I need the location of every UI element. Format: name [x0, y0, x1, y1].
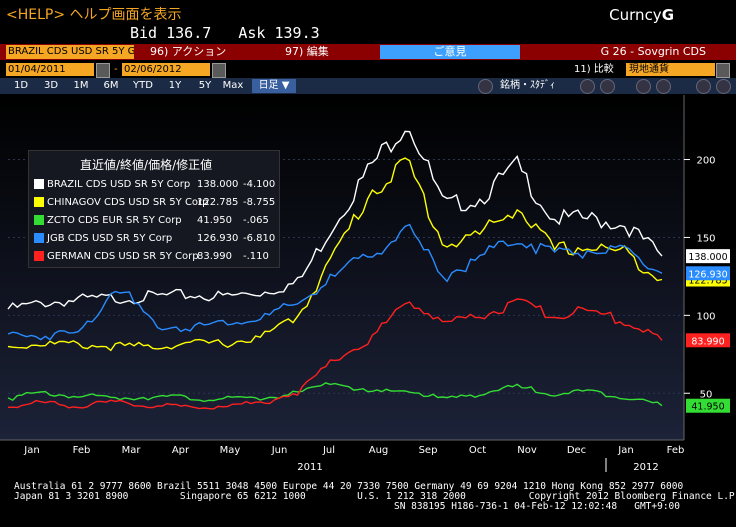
y-tick-label: 50 — [700, 389, 713, 400]
period-1y[interactable]: 1Y — [168, 80, 182, 91]
annotation-icon[interactable] — [636, 79, 651, 94]
help-key[interactable]: <HELP> — [6, 7, 66, 23]
y-tick-label: 200 — [696, 156, 715, 167]
help-link[interactable]: <HELP> ヘルプ画面を表示 — [6, 4, 182, 24]
product-label: CurncyG — [609, 6, 674, 24]
ticker-field[interactable]: BRAZIL CDS USD SR 5Y G — [6, 45, 134, 59]
help-icon[interactable] — [696, 79, 711, 94]
legend-swatch — [34, 197, 44, 207]
zoom-icon[interactable] — [478, 79, 493, 94]
start-calendar-icon[interactable] — [96, 63, 110, 78]
period-6m[interactable]: 6M — [103, 80, 119, 91]
period-max[interactable]: Max — [222, 80, 244, 91]
chart-type-icon[interactable] — [600, 79, 615, 94]
x-tick-label: Mar — [122, 445, 142, 456]
options-icon[interactable] — [580, 79, 595, 94]
currency-dropdown-icon[interactable] — [716, 63, 730, 78]
last-value-label: 126.930 — [688, 269, 727, 280]
last-value-tag — [686, 398, 730, 413]
legend-row-zcto[interactable]: ZCTO CDS EUR SR 5Y Corp 41.950 -.065 — [34, 214, 269, 227]
series-line — [7, 157, 663, 352]
bid-label: Bid — [130, 24, 158, 42]
footer-contacts: Australia 61 2 9777 8600 Brazil 5511 304… — [14, 481, 736, 512]
y-tick-label: 100 — [696, 311, 715, 322]
legend-title: 直近値/終値/価格/修正値 — [80, 158, 213, 172]
year-label: 2011 — [297, 462, 322, 473]
x-tick-label: Aug — [369, 445, 389, 456]
x-tick-label: Jul — [322, 445, 335, 456]
settings-icon[interactable] — [656, 79, 671, 94]
compare-button[interactable]: 11) 比較 — [574, 64, 614, 75]
period-1m[interactable]: 1M — [73, 80, 89, 91]
bid-value: 136.7 — [166, 24, 212, 42]
start-date-field[interactable]: 01/04/2011 — [6, 63, 94, 76]
period-5y[interactable]: 5Y — [198, 80, 212, 91]
feedback-button[interactable]: ご意見 — [380, 45, 520, 59]
last-value-tag — [686, 266, 730, 281]
last-value-tag — [686, 333, 730, 348]
export-icon[interactable] — [716, 79, 731, 94]
period-1d[interactable]: 1D — [13, 80, 29, 91]
ask-label: Ask — [238, 24, 266, 42]
last-value-tag — [686, 249, 730, 264]
year-label: 2012 — [633, 462, 658, 473]
x-tick-label: Jan — [617, 445, 633, 456]
series-line — [7, 223, 663, 341]
chart-legend — [28, 150, 280, 268]
series-line — [7, 298, 663, 410]
help-text: ヘルプ画面を表示 — [69, 7, 182, 23]
period-3d[interactable]: 3D — [43, 80, 59, 91]
series-line — [7, 130, 663, 310]
x-tick-label: Jun — [271, 445, 288, 456]
legend-row-china[interactable]: CHINAGOV CDS USD SR 5Y Corp122.785 -8.755 — [34, 196, 275, 209]
frequency-select[interactable]: 日足 ▼ — [252, 79, 296, 93]
actions-menu[interactable]: 96) アクション — [150, 45, 227, 58]
date-separator: - — [114, 64, 118, 75]
legend-swatch — [34, 251, 44, 261]
securities-studies-menu[interactable]: 銘柄・ｽﾀﾃﾞｨ — [500, 80, 555, 91]
x-tick-label: Feb — [667, 445, 685, 456]
x-tick-label: Feb — [73, 445, 91, 456]
period-ytd[interactable]: YTD — [133, 80, 153, 91]
legend-swatch — [34, 233, 44, 243]
period-toolbar — [0, 78, 736, 94]
currency-select[interactable]: 現地通貨 — [626, 63, 715, 76]
x-tick-label: Nov — [517, 445, 537, 456]
x-tick-label: Apr — [172, 445, 190, 456]
legend-row-brazil[interactable]: BRAZIL CDS USD SR 5Y Corp 138.000 -4.100 — [34, 178, 275, 191]
last-value-label: 122.785 — [688, 276, 727, 287]
ask-value: 139.3 — [274, 24, 320, 42]
legend-row-german[interactable]: GERMAN CDS USD SR 5Y Corp83.990 -.110 — [34, 250, 269, 263]
x-tick-label: May — [220, 445, 241, 456]
legend-row-jgb[interactable]: JGB CDS USD SR 5Y Corp 126.930 -6.810 — [34, 232, 275, 245]
last-value-label: 83.990 — [691, 336, 724, 347]
series-line — [7, 382, 663, 407]
legend-swatch — [34, 179, 44, 189]
end-date-field[interactable]: 02/06/2012 — [122, 63, 210, 76]
y-tick-label: 150 — [696, 233, 715, 244]
last-value-label: 41.950 — [691, 402, 724, 413]
bid-ask-quote: Bid 136.7 Ask 139.3 — [130, 24, 320, 42]
x-tick-label: Dec — [567, 445, 586, 456]
end-calendar-icon[interactable] — [212, 63, 226, 78]
x-tick-label: Jan — [23, 445, 39, 456]
last-value-label: 138.000 — [688, 252, 727, 263]
x-tick-label: Oct — [469, 445, 486, 456]
edit-menu[interactable]: 97) 編集 — [285, 45, 329, 58]
x-tick-label: Sep — [419, 445, 438, 456]
menu-bar — [0, 44, 736, 60]
screen-name: G 26 - Sovgrin CDS — [600, 45, 706, 58]
legend-swatch — [34, 215, 44, 225]
